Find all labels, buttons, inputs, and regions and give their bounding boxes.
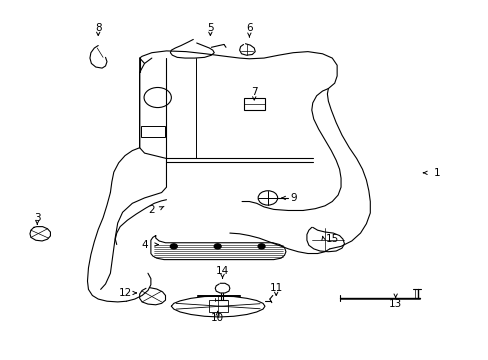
Text: 2: 2 [148, 206, 155, 216]
Text: 7: 7 [250, 87, 257, 97]
Text: 4: 4 [141, 239, 147, 249]
Bar [209, 301, 227, 312]
Circle shape [170, 244, 177, 249]
Bar [141, 126, 164, 137]
Text: 1: 1 [433, 168, 440, 178]
Text: 15: 15 [325, 234, 338, 244]
Text: 9: 9 [289, 193, 296, 203]
Bar [244, 98, 264, 110]
Text: 13: 13 [388, 299, 402, 309]
Text: 6: 6 [245, 23, 252, 33]
Text: 14: 14 [216, 266, 229, 276]
Text: 3: 3 [34, 213, 41, 222]
Text: 11: 11 [269, 283, 282, 293]
Text: 12: 12 [118, 288, 131, 298]
Circle shape [214, 244, 221, 249]
Text: 10: 10 [211, 313, 224, 323]
Text: 8: 8 [95, 23, 102, 33]
Text: 5: 5 [206, 23, 213, 33]
Circle shape [258, 244, 264, 249]
